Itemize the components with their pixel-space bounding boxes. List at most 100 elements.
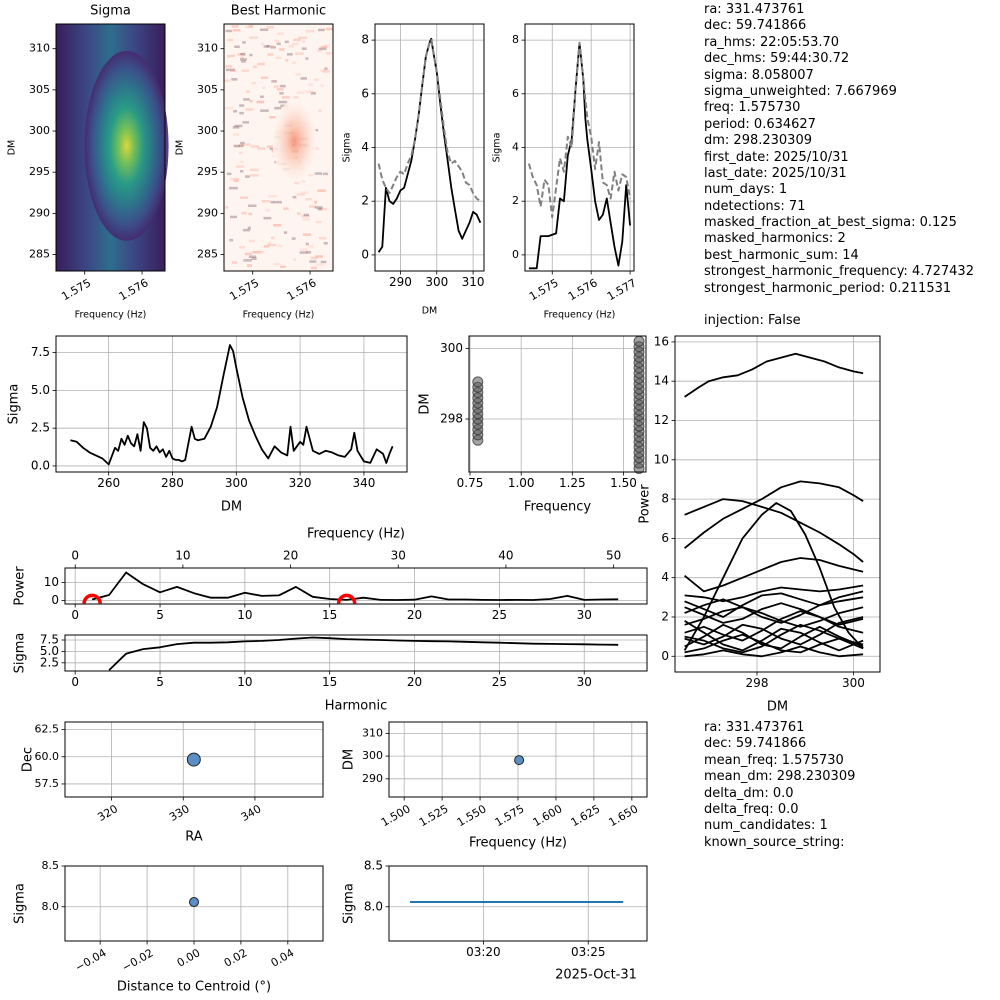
- heatmap-cell: [263, 216, 272, 220]
- y-tick-label: 8: [661, 492, 669, 506]
- x-axis-label: Frequency (Hz): [243, 310, 315, 321]
- x-tick-label: 1.577: [605, 276, 639, 303]
- panel-dm_vs_freq_candidates: 1.500 1.525 1.550 1.575 1.600 1.625 1.650 290 30…: [342, 721, 648, 851]
- heatmap-cell: [250, 145, 260, 148]
- plot-layer: [224, 24, 333, 271]
- plot-area: [469, 336, 646, 472]
- heatmap-cell: [257, 62, 265, 66]
- heatmap-cell: [262, 86, 266, 90]
- harmonic-line-15: [684, 602, 864, 626]
- heatmap-cell: [239, 196, 249, 199]
- heatmap-cell: [263, 45, 269, 48]
- top-x-tick-label: 30: [391, 549, 406, 563]
- heatmap-cell: [225, 29, 232, 33]
- axes-frame: [55, 335, 408, 473]
- heatmap-cell: [317, 207, 323, 211]
- axes-frame: [388, 865, 648, 942]
- plot-area: [389, 866, 647, 941]
- heatmap-cell: [305, 198, 313, 201]
- heatmap-cell: [315, 220, 322, 224]
- heatmap-cell: [305, 30, 315, 33]
- info-line: masked_fraction_at_best_sigma: 0.125: [704, 215, 957, 231]
- y-tick-label: 6: [361, 86, 369, 100]
- y-tick-label: 8: [512, 33, 519, 46]
- y-axis-label: DM: [175, 140, 186, 156]
- info-line: best_harmonic_sum: 14: [704, 247, 859, 263]
- panel-harmonic_power_spectrum: 0 5 10 15 20 25 30 0 10 Frequency (Hz) Power 0 10 20 3…: [13, 527, 648, 622]
- harmonic-line-0: [684, 352, 864, 398]
- x-tick-label: 1.575: [493, 802, 527, 829]
- axes-frame: [64, 721, 324, 798]
- y-tick-label: 5.0: [31, 383, 50, 397]
- x-axis-label: RA: [185, 830, 203, 845]
- panel-harmonic_map: 1.575 1.576 285 290 295 300 305 310 Best Harmoni…: [175, 4, 334, 321]
- x-axis-label: Harmonic: [325, 699, 387, 714]
- y-tick-label: 2: [661, 609, 669, 623]
- y-tick-label: 0: [361, 247, 369, 261]
- y-tick-label: 295: [29, 165, 50, 178]
- x-tick-label: 25: [492, 608, 507, 622]
- heatmap-cell: [226, 172, 232, 176]
- heatmap-cell: [233, 144, 240, 148]
- y-tick-label: 290: [29, 206, 50, 219]
- top-x-tick-label: 20: [283, 549, 298, 563]
- info-line: period: 0.634627: [704, 116, 816, 132]
- x-tick-label: 1.576: [117, 276, 151, 303]
- y-tick-label: 7.5: [31, 345, 50, 359]
- x-tick-label: 300: [225, 476, 248, 490]
- heatmap-cell: [261, 42, 265, 46]
- heatmap-cell: [233, 133, 240, 136]
- heatmap-cell: [248, 212, 253, 216]
- y-tick-label: 300: [29, 124, 50, 137]
- heatmap-cell: [293, 96, 299, 99]
- heatmap-cell: [318, 109, 322, 112]
- heatmap-cell: [267, 53, 274, 56]
- heatmap-cell: [257, 147, 266, 150]
- heatmap-cell: [277, 32, 284, 36]
- info-line: dec: 59.741866: [704, 736, 807, 752]
- heatmap-cell: [243, 98, 250, 101]
- heatmap-cell: [241, 60, 246, 63]
- heatmap-cell: [249, 36, 258, 39]
- heatmap-cell: [230, 54, 235, 57]
- heatmap-cell: [281, 96, 290, 99]
- heatmap-cell: [235, 165, 245, 168]
- harmonic-line-6: [684, 592, 864, 618]
- heatmap-cell: [301, 191, 309, 194]
- y-tick-label: 300: [440, 341, 463, 355]
- x-tick-label: 5: [156, 675, 164, 689]
- heatmap-cell: [302, 40, 305, 43]
- heatmap-cell: [249, 100, 253, 103]
- axes-frame: [388, 721, 648, 798]
- heatmap-cell: [305, 57, 309, 60]
- x-tick-label: 30: [577, 675, 592, 689]
- x-axis-label: Frequency (Hz): [469, 836, 567, 851]
- candidate-point: [189, 897, 199, 908]
- plot-layer: [108, 636, 619, 671]
- harmonic-line-12: [684, 620, 864, 652]
- x-tick-label: 1.575: [227, 276, 261, 303]
- heatmap-cell: [228, 186, 238, 190]
- x-tick-label: 0.75: [457, 476, 484, 490]
- x-tick-label: 320: [289, 476, 312, 490]
- panel-sigma_vs_dm_wide: 260 280 300 320 340 0.0 2.5 5.0 7.5 DM Sigma: [7, 335, 408, 515]
- series-line-1: [377, 39, 481, 203]
- heatmap-cell: [248, 204, 257, 207]
- heatmap-cell: [285, 59, 289, 62]
- plot-area: [65, 635, 647, 671]
- heatmap-cell: [225, 68, 235, 72]
- y-axis-label: Power: [13, 566, 28, 606]
- y-tick-label: 8.0: [364, 899, 383, 913]
- info-line: masked_harmonics: 2: [704, 231, 846, 247]
- heatmap-cell: [297, 212, 301, 215]
- x-tick-label: 1.50: [610, 476, 637, 490]
- y-tick-label: 305: [29, 83, 50, 96]
- plot-layer: [56, 24, 169, 271]
- info-line: delta_freq: 0.0: [704, 801, 799, 817]
- heatmap-cell: [269, 45, 274, 48]
- heatmap-cell: [247, 226, 251, 230]
- y-tick-label: 0: [512, 248, 519, 261]
- heatmap-cell: [235, 145, 243, 148]
- info-line: injection: False: [704, 313, 801, 329]
- y-axis-label: Sigma: [13, 633, 28, 674]
